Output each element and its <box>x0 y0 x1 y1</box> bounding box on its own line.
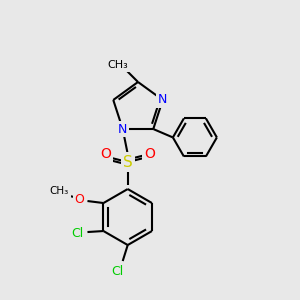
Text: CH₃: CH₃ <box>50 186 69 196</box>
Text: O: O <box>144 147 155 161</box>
Text: N: N <box>158 94 167 106</box>
Text: Cl: Cl <box>112 265 124 278</box>
Text: N: N <box>118 122 128 136</box>
Text: O: O <box>100 147 111 161</box>
Text: O: O <box>74 193 84 206</box>
Text: S: S <box>123 154 133 169</box>
Text: CH₃: CH₃ <box>108 60 128 70</box>
Text: Cl: Cl <box>71 226 84 239</box>
